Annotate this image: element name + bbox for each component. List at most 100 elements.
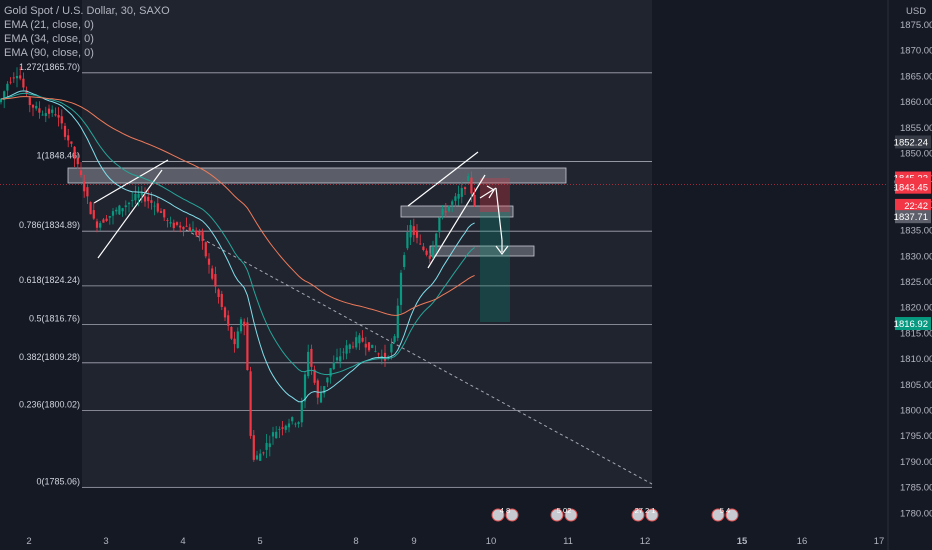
candle[interactable] <box>201 232 204 241</box>
supply-zone-rectangle[interactable] <box>67 167 567 184</box>
candle[interactable] <box>143 196 147 202</box>
candle[interactable] <box>179 225 182 228</box>
candle[interactable] <box>137 193 140 198</box>
candle[interactable] <box>22 78 25 88</box>
candle[interactable] <box>207 258 211 265</box>
candle[interactable] <box>57 115 60 118</box>
candle[interactable] <box>182 226 185 230</box>
candle[interactable] <box>297 422 300 424</box>
ema-34-line[interactable] <box>0 92 475 376</box>
event-marker[interactable]: 5 02 <box>550 506 578 522</box>
candle[interactable] <box>303 374 307 402</box>
candle[interactable] <box>447 206 451 212</box>
candle[interactable] <box>275 431 278 439</box>
candle[interactable] <box>31 104 35 108</box>
candle[interactable] <box>364 343 367 348</box>
candle[interactable] <box>163 209 166 218</box>
candle[interactable] <box>387 356 390 358</box>
candle[interactable] <box>6 83 9 91</box>
event-marker[interactable]: 5 4 <box>711 506 739 522</box>
candle[interactable] <box>444 211 447 213</box>
candle[interactable] <box>35 105 38 109</box>
ema-90-legend[interactable]: EMA (90, close, 0) <box>4 47 94 59</box>
candle[interactable] <box>345 345 348 354</box>
candle[interactable] <box>438 217 441 233</box>
candle[interactable] <box>67 135 70 141</box>
candle[interactable] <box>121 208 124 212</box>
candle[interactable] <box>0 99 3 103</box>
candle[interactable] <box>319 392 323 403</box>
candle[interactable] <box>28 97 31 106</box>
rising-wedge-upper-line[interactable] <box>407 151 479 207</box>
ema-21-legend[interactable]: EMA (21, close, 0) <box>4 19 94 31</box>
candle[interactable] <box>246 322 249 371</box>
candle[interactable] <box>19 75 22 79</box>
candle[interactable] <box>284 425 287 430</box>
candle[interactable] <box>313 369 316 383</box>
candle[interactable] <box>367 342 371 351</box>
candle[interactable] <box>291 417 294 422</box>
candle[interactable] <box>265 442 268 450</box>
event-marker[interactable]: 4 8 <box>491 506 519 522</box>
candle[interactable] <box>425 250 428 255</box>
candle[interactable] <box>83 181 86 192</box>
candle[interactable] <box>12 77 15 79</box>
wedge-upper-line[interactable] <box>93 159 169 204</box>
candle[interactable] <box>281 427 284 429</box>
candle[interactable] <box>166 220 169 221</box>
candle[interactable] <box>460 188 463 197</box>
candle[interactable] <box>227 315 230 326</box>
candle[interactable] <box>79 170 83 176</box>
candles[interactable] <box>0 66 476 462</box>
candle[interactable] <box>54 114 57 116</box>
candle[interactable] <box>406 232 409 249</box>
target-zone-rectangle[interactable] <box>429 245 535 257</box>
candle[interactable] <box>92 210 95 219</box>
candle[interactable] <box>124 205 127 208</box>
candle[interactable] <box>431 247 435 258</box>
fib-zone[interactable] <box>82 0 652 486</box>
candle[interactable] <box>351 346 355 348</box>
candle[interactable] <box>332 362 335 370</box>
candle[interactable] <box>159 211 163 213</box>
candle[interactable] <box>44 113 47 117</box>
candle[interactable] <box>323 386 326 394</box>
candle[interactable] <box>287 423 291 428</box>
rising-wedge-lower-line[interactable] <box>427 174 486 269</box>
arrow-line[interactable] <box>495 187 503 241</box>
candle[interactable] <box>326 377 329 383</box>
candle[interactable] <box>204 242 207 257</box>
candle[interactable] <box>457 193 460 199</box>
candle[interactable] <box>451 201 454 205</box>
candle[interactable] <box>428 255 431 259</box>
candle[interactable] <box>63 125 67 137</box>
candle[interactable] <box>172 222 175 229</box>
candle[interactable] <box>342 351 345 353</box>
symbol-title[interactable]: Gold Spot / U.S. Dollar, 30, SAXO <box>4 5 170 17</box>
candle[interactable] <box>134 193 137 201</box>
candle[interactable] <box>105 218 108 221</box>
candle[interactable] <box>371 344 374 348</box>
candle[interactable] <box>102 219 105 223</box>
candle[interactable] <box>441 208 444 215</box>
candle[interactable] <box>307 351 310 377</box>
candle[interactable] <box>147 196 150 202</box>
event-marker[interactable]: 27 2 1 <box>631 506 659 522</box>
candle[interactable] <box>355 337 358 348</box>
candle[interactable] <box>470 177 473 194</box>
candle[interactable] <box>76 157 79 165</box>
candle[interactable] <box>115 209 118 212</box>
candle[interactable] <box>236 331 239 348</box>
candle[interactable] <box>268 443 271 448</box>
candle[interactable] <box>195 230 198 235</box>
dashed-trendline[interactable] <box>185 229 653 485</box>
wedge-lower-line[interactable] <box>97 169 163 259</box>
ema-34-legend[interactable]: EMA (34, close, 0) <box>4 33 94 45</box>
candle[interactable] <box>239 319 243 332</box>
candle[interactable] <box>95 221 99 228</box>
short-target-area[interactable] <box>480 212 510 322</box>
candle[interactable] <box>156 203 159 212</box>
candle[interactable] <box>243 321 246 327</box>
candle[interactable] <box>403 255 406 267</box>
